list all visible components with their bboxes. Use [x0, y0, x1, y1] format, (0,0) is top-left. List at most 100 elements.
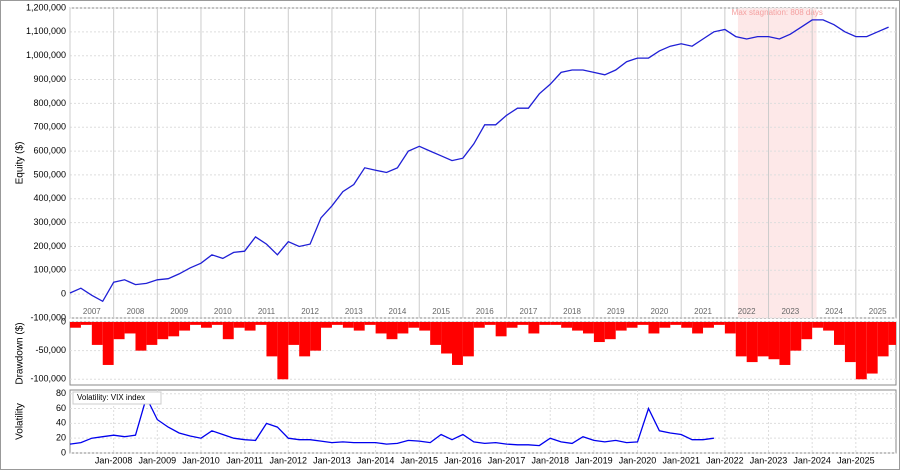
x-tick-label: Jan-2016 [444, 455, 482, 465]
bar [550, 322, 562, 325]
bar [844, 322, 856, 363]
year-label: 2022 [738, 307, 756, 316]
bar [823, 322, 835, 331]
year-label: 2012 [301, 307, 319, 316]
x-tick-label: Jan-2012 [270, 455, 308, 465]
y-tick-label: 500,000 [33, 169, 66, 179]
bar [331, 322, 343, 325]
year-label: 2018 [563, 307, 581, 316]
y-tick-label: 1,000,000 [26, 50, 66, 60]
legend-label: Volatility: VIX index [77, 393, 145, 402]
year-label: 2014 [389, 307, 407, 316]
y-tick-label: 20 [56, 433, 66, 443]
y-tick-label: -100,000 [30, 312, 66, 322]
x-tick-label: Jan-2017 [488, 455, 526, 465]
x-tick-label: Jan-2022 [706, 455, 744, 465]
bar [713, 322, 725, 325]
bar [124, 322, 136, 334]
year-label: 2025 [869, 307, 887, 316]
y-tick-label: 0 [61, 289, 66, 299]
bar [190, 322, 201, 325]
y-axis-label: Drawdown ($) [15, 322, 26, 384]
bar [877, 322, 889, 357]
bar [615, 322, 627, 331]
bar [582, 322, 594, 334]
bar [495, 322, 507, 337]
bar [517, 322, 529, 325]
bar [102, 322, 114, 365]
bar [211, 322, 223, 325]
bar [692, 322, 704, 334]
bar [834, 322, 845, 345]
year-label: 2013 [345, 307, 363, 316]
bar [310, 322, 322, 351]
bar [626, 322, 638, 328]
bar [157, 322, 169, 340]
year-label: 2011 [258, 307, 276, 316]
year-label: 2016 [476, 307, 494, 316]
year-label: 2010 [214, 307, 232, 316]
bar [321, 322, 332, 328]
bar [637, 322, 649, 325]
y-tick-label: 40 [56, 418, 66, 428]
y-tick-label: -50,000 [35, 345, 66, 355]
y-tick-label: 300,000 [33, 217, 66, 227]
y-tick-label: 1,100,000 [26, 26, 66, 36]
bar [484, 322, 496, 325]
y-tick-label: 100,000 [33, 265, 66, 275]
x-tick-label: Jan-2021 [662, 455, 700, 465]
bar [812, 322, 824, 328]
y-tick-label: 800,000 [33, 98, 66, 108]
y-tick-label: -100,000 [30, 374, 66, 384]
bar [375, 322, 387, 334]
bar [135, 322, 147, 351]
line [69, 19, 889, 303]
year-label: 2019 [607, 307, 625, 316]
y-axis-label: Equity ($) [15, 142, 26, 185]
bar [113, 322, 125, 340]
bar [670, 322, 682, 325]
x-tick-label: Jan-2010 [182, 455, 220, 465]
bar [757, 322, 769, 357]
bar [364, 322, 376, 325]
x-tick-label: Jan-2011 [226, 455, 263, 465]
bar [528, 322, 540, 334]
bar [168, 322, 180, 337]
bar [572, 322, 583, 331]
bar [255, 322, 267, 325]
bar [648, 322, 660, 334]
bar [200, 322, 212, 328]
bar [659, 322, 671, 328]
x-tick-label: Jan-2015 [400, 455, 438, 465]
bar [244, 322, 256, 331]
stagnation-span [737, 8, 817, 318]
bar [419, 322, 431, 331]
x-tick-label: Jan-2013 [313, 455, 351, 465]
bar [703, 322, 714, 328]
y-tick-label: 400,000 [33, 193, 66, 203]
x-tick-label: Jan-2024 [793, 455, 831, 465]
legend-box [72, 391, 162, 405]
year-label: 2009 [170, 307, 188, 316]
annotation: Max stagnation: 808 days [732, 8, 823, 17]
bar [724, 322, 736, 334]
y-tick-label: 900,000 [33, 74, 66, 84]
bar [342, 322, 354, 328]
year-label: 2021 [694, 307, 712, 316]
year-label: 2007 [83, 307, 101, 316]
x-tick-label: Jan-2025 [837, 455, 875, 465]
bar [146, 322, 158, 345]
x-tick-label: Jan-2023 [750, 455, 788, 465]
bar [473, 322, 485, 328]
bar [266, 322, 278, 357]
bar [80, 322, 92, 325]
y-tick-label: 60 [56, 403, 66, 413]
bar [288, 322, 300, 345]
y-tick-label: 1,200,000 [26, 2, 66, 12]
bar [353, 322, 365, 331]
bar [746, 322, 758, 363]
bar [233, 322, 245, 328]
bar [561, 322, 573, 328]
bar [408, 322, 420, 328]
year-label: 2023 [781, 307, 799, 316]
